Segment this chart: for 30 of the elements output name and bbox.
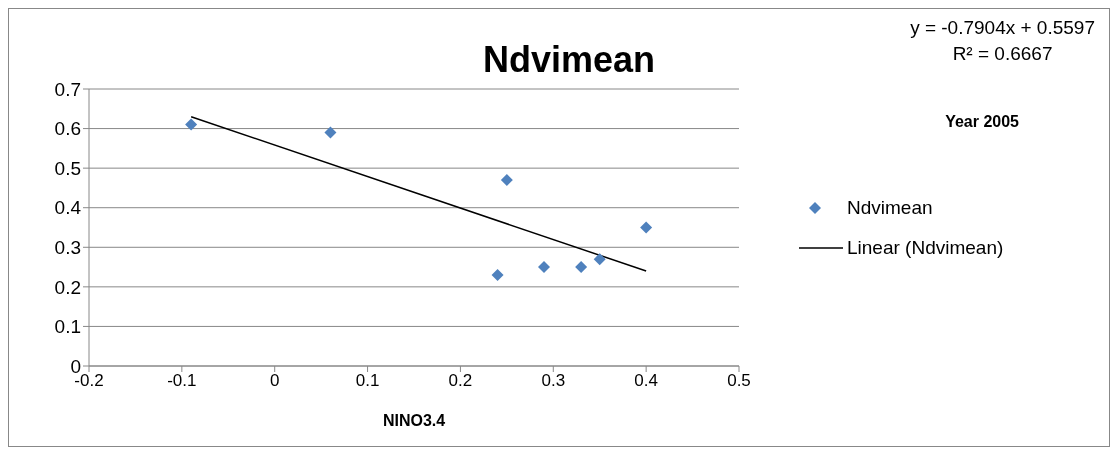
text: y = -0.7904x + 0.5597 (910, 16, 1095, 40)
point (500, 174, 513, 187)
text: R² = 0.6667 (951, 42, 1054, 66)
x-tick-label: 0.1 (355, 371, 380, 391)
point (593, 253, 606, 266)
text: Year 2005 (945, 113, 1019, 131)
y-tick-label: 0.6 (54, 118, 81, 140)
x-tick-label: 0.3 (541, 371, 566, 391)
point (185, 118, 198, 131)
y-tick-label: 0.2 (54, 276, 81, 298)
chart-title: Ndvimean (481, 39, 657, 81)
y-tick-label: 0 (70, 355, 81, 377)
y-tick-label: 0.3 (54, 237, 81, 259)
y-tick-label: 0.7 (54, 78, 81, 100)
legend-label: Ndvimean (847, 196, 933, 219)
point (324, 126, 337, 139)
point (640, 221, 653, 234)
x-tick-label: -0.1 (167, 371, 197, 391)
x-tick-label: 0.5 (727, 371, 751, 391)
point (491, 268, 504, 281)
y-tick-label: 0.1 (54, 316, 81, 338)
x-axis-title: NINO3.4 (382, 412, 446, 429)
point (538, 261, 550, 274)
legend-label: Linear (Ndvimean) (847, 236, 1004, 259)
point (575, 261, 588, 274)
x-tick-label: 0.2 (448, 371, 473, 391)
y-tick-label: 0.4 (54, 197, 82, 219)
x-tick-label: 0 (269, 371, 280, 391)
x-tick-label: 0.4 (634, 371, 658, 391)
y-tick-label: 0.5 (54, 157, 81, 179)
